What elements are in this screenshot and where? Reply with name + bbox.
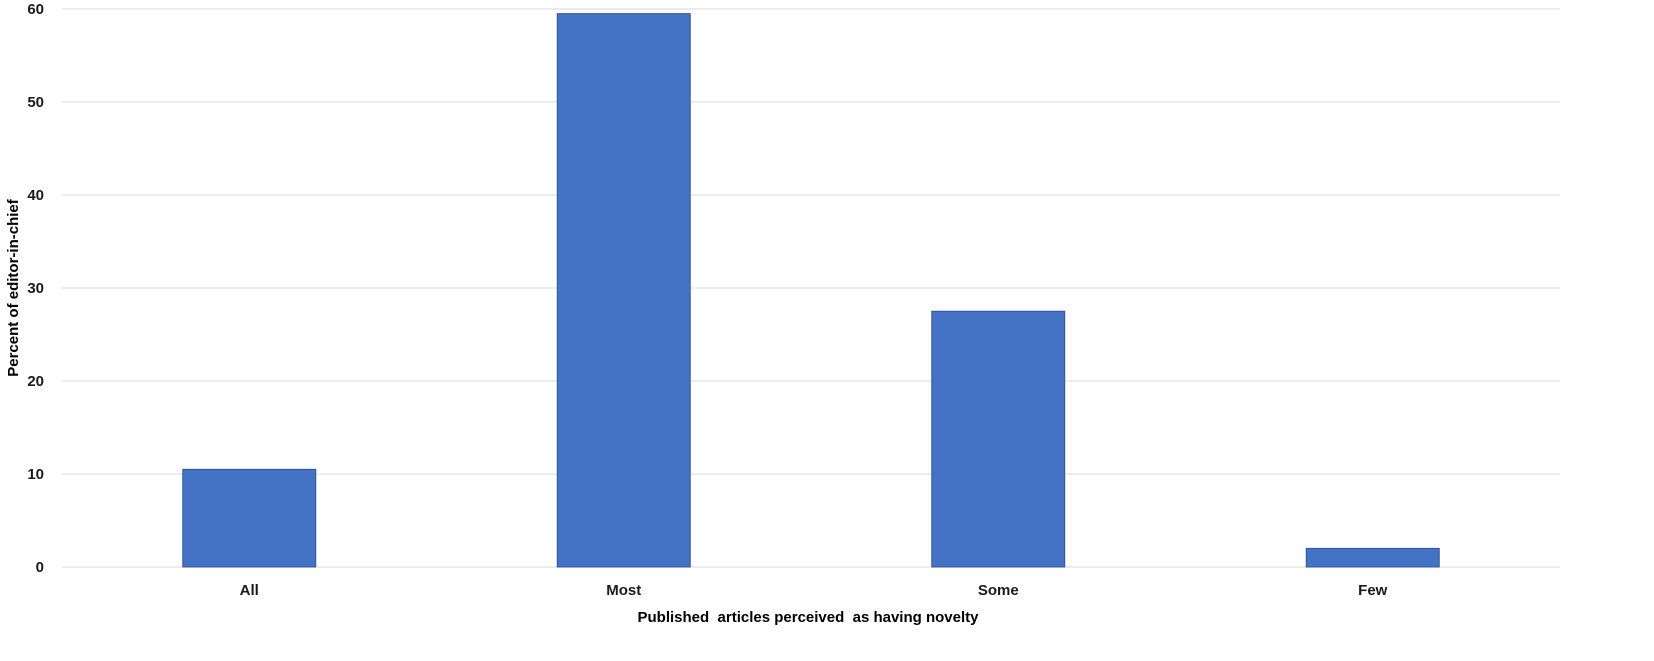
x-tick-label: Few (1358, 582, 1388, 599)
x-axis-ticks: All Most Some Few (240, 582, 1388, 599)
y-tick-label: 0 (36, 559, 44, 576)
bar-most (556, 13, 691, 568)
x-tick-label: Most (606, 582, 641, 599)
y-tick-label: 10 (27, 466, 44, 483)
bar-all (182, 468, 317, 568)
x-tick-label: All (240, 582, 259, 599)
y-axis-ticks: 0 10 20 30 40 50 60 (27, 1, 44, 576)
bar-few (1305, 547, 1440, 568)
bars (182, 13, 1440, 568)
y-tick-label: 50 (27, 94, 44, 111)
bar-some (931, 310, 1066, 568)
y-tick-label: 20 (27, 373, 44, 390)
y-axis-title: Percent of editor-in-chief (5, 198, 22, 377)
y-tick-label: 40 (27, 187, 44, 204)
x-tick-label: Some (978, 582, 1019, 599)
x-axis-title: Published articles perceived as having n… (638, 609, 980, 626)
y-tick-label: 30 (27, 280, 44, 297)
y-tick-label: 60 (27, 1, 44, 18)
